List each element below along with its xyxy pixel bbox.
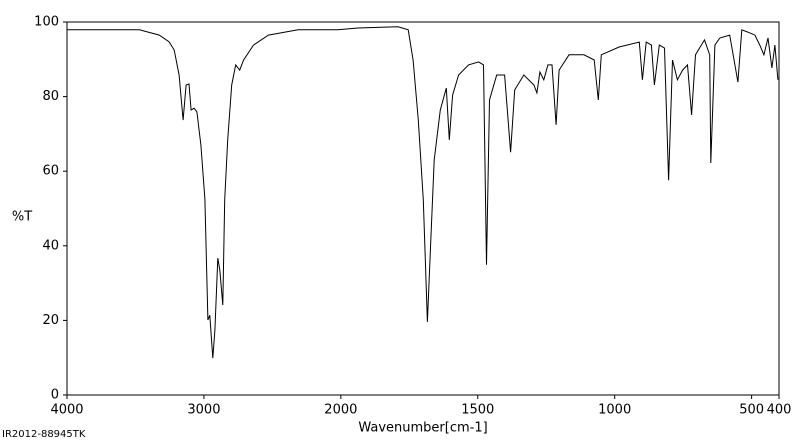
y-axis-label: %T <box>12 210 32 225</box>
footnote: IR2012-88945TK <box>2 429 86 440</box>
y-tick-label: 20 <box>42 313 59 328</box>
x-tick-label: 3000 <box>187 403 220 418</box>
y-tick-label: 60 <box>42 164 59 179</box>
x-tick-label: 400 <box>767 403 792 418</box>
spectrum-line <box>67 26 779 359</box>
x-tick-label: 1000 <box>598 403 631 418</box>
y-tick-label: 100 <box>34 15 59 30</box>
plot-frame <box>66 21 780 396</box>
x-tick-label: 4000 <box>50 403 83 418</box>
y-tick-label: 0 <box>51 388 59 403</box>
x-tick-label: 500 <box>739 403 764 418</box>
x-tick-label: 2000 <box>324 403 357 418</box>
y-tick-label: 40 <box>42 238 59 253</box>
x-tick-label: 1500 <box>461 403 494 418</box>
y-tick-label: 80 <box>42 89 59 104</box>
x-axis-label: Wavenumber[cm-1] <box>358 421 487 436</box>
